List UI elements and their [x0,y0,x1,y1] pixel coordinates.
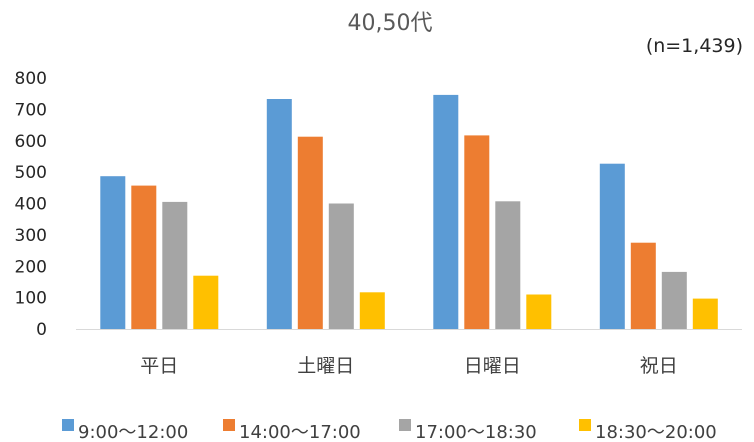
bar [162,201,188,329]
legend-label: 18:30～20:00 [595,422,717,442]
bar [661,271,687,329]
y-tick-label: 300 [15,226,47,246]
category-label: 祝日 [640,355,678,377]
bar [526,294,552,329]
legend-label: 14:00～17:00 [239,422,361,442]
y-tick-label: 0 [36,320,47,340]
legend-label: 9:00～12:00 [78,422,188,442]
y-tick-label: 800 [15,69,47,89]
bar [131,185,157,329]
bar [297,136,323,329]
bar [266,99,292,329]
x-axis-labels: 平日 土曜日 日曜日 祝日 [140,355,678,377]
category-label: 土曜日 [297,355,354,377]
y-tick-label: 200 [15,257,47,277]
category-label: 平日 [140,355,178,377]
y-tick-label: 700 [15,100,47,120]
legend-swatch [223,419,235,431]
bar [359,292,385,329]
bar [100,176,126,329]
bar [433,94,459,330]
sample-size-note: (n=1,439) [646,35,743,57]
bar [692,298,718,329]
legend-label: 17:00～18:30 [415,422,537,442]
legend-swatch [579,419,591,431]
legend-swatch [399,419,411,431]
chart-title: 40,50代 [348,11,433,36]
category-label: 日曜日 [464,355,521,377]
y-axis: 0 100 200 300 400 500 600 700 800 [15,69,47,340]
legend-swatch [62,419,74,431]
bars [100,94,718,330]
y-tick-label: 100 [15,289,47,309]
bar [599,163,625,329]
y-tick-label: 500 [15,163,47,183]
bar [630,242,656,329]
bar [495,201,521,329]
bar [328,203,354,329]
bar [464,135,490,329]
bar [193,275,219,329]
legend: 9:00～12:00 14:00～17:00 17:00～18:30 18:30～20… [62,419,717,442]
y-tick-label: 600 [15,132,47,152]
y-tick-label: 400 [15,195,47,215]
